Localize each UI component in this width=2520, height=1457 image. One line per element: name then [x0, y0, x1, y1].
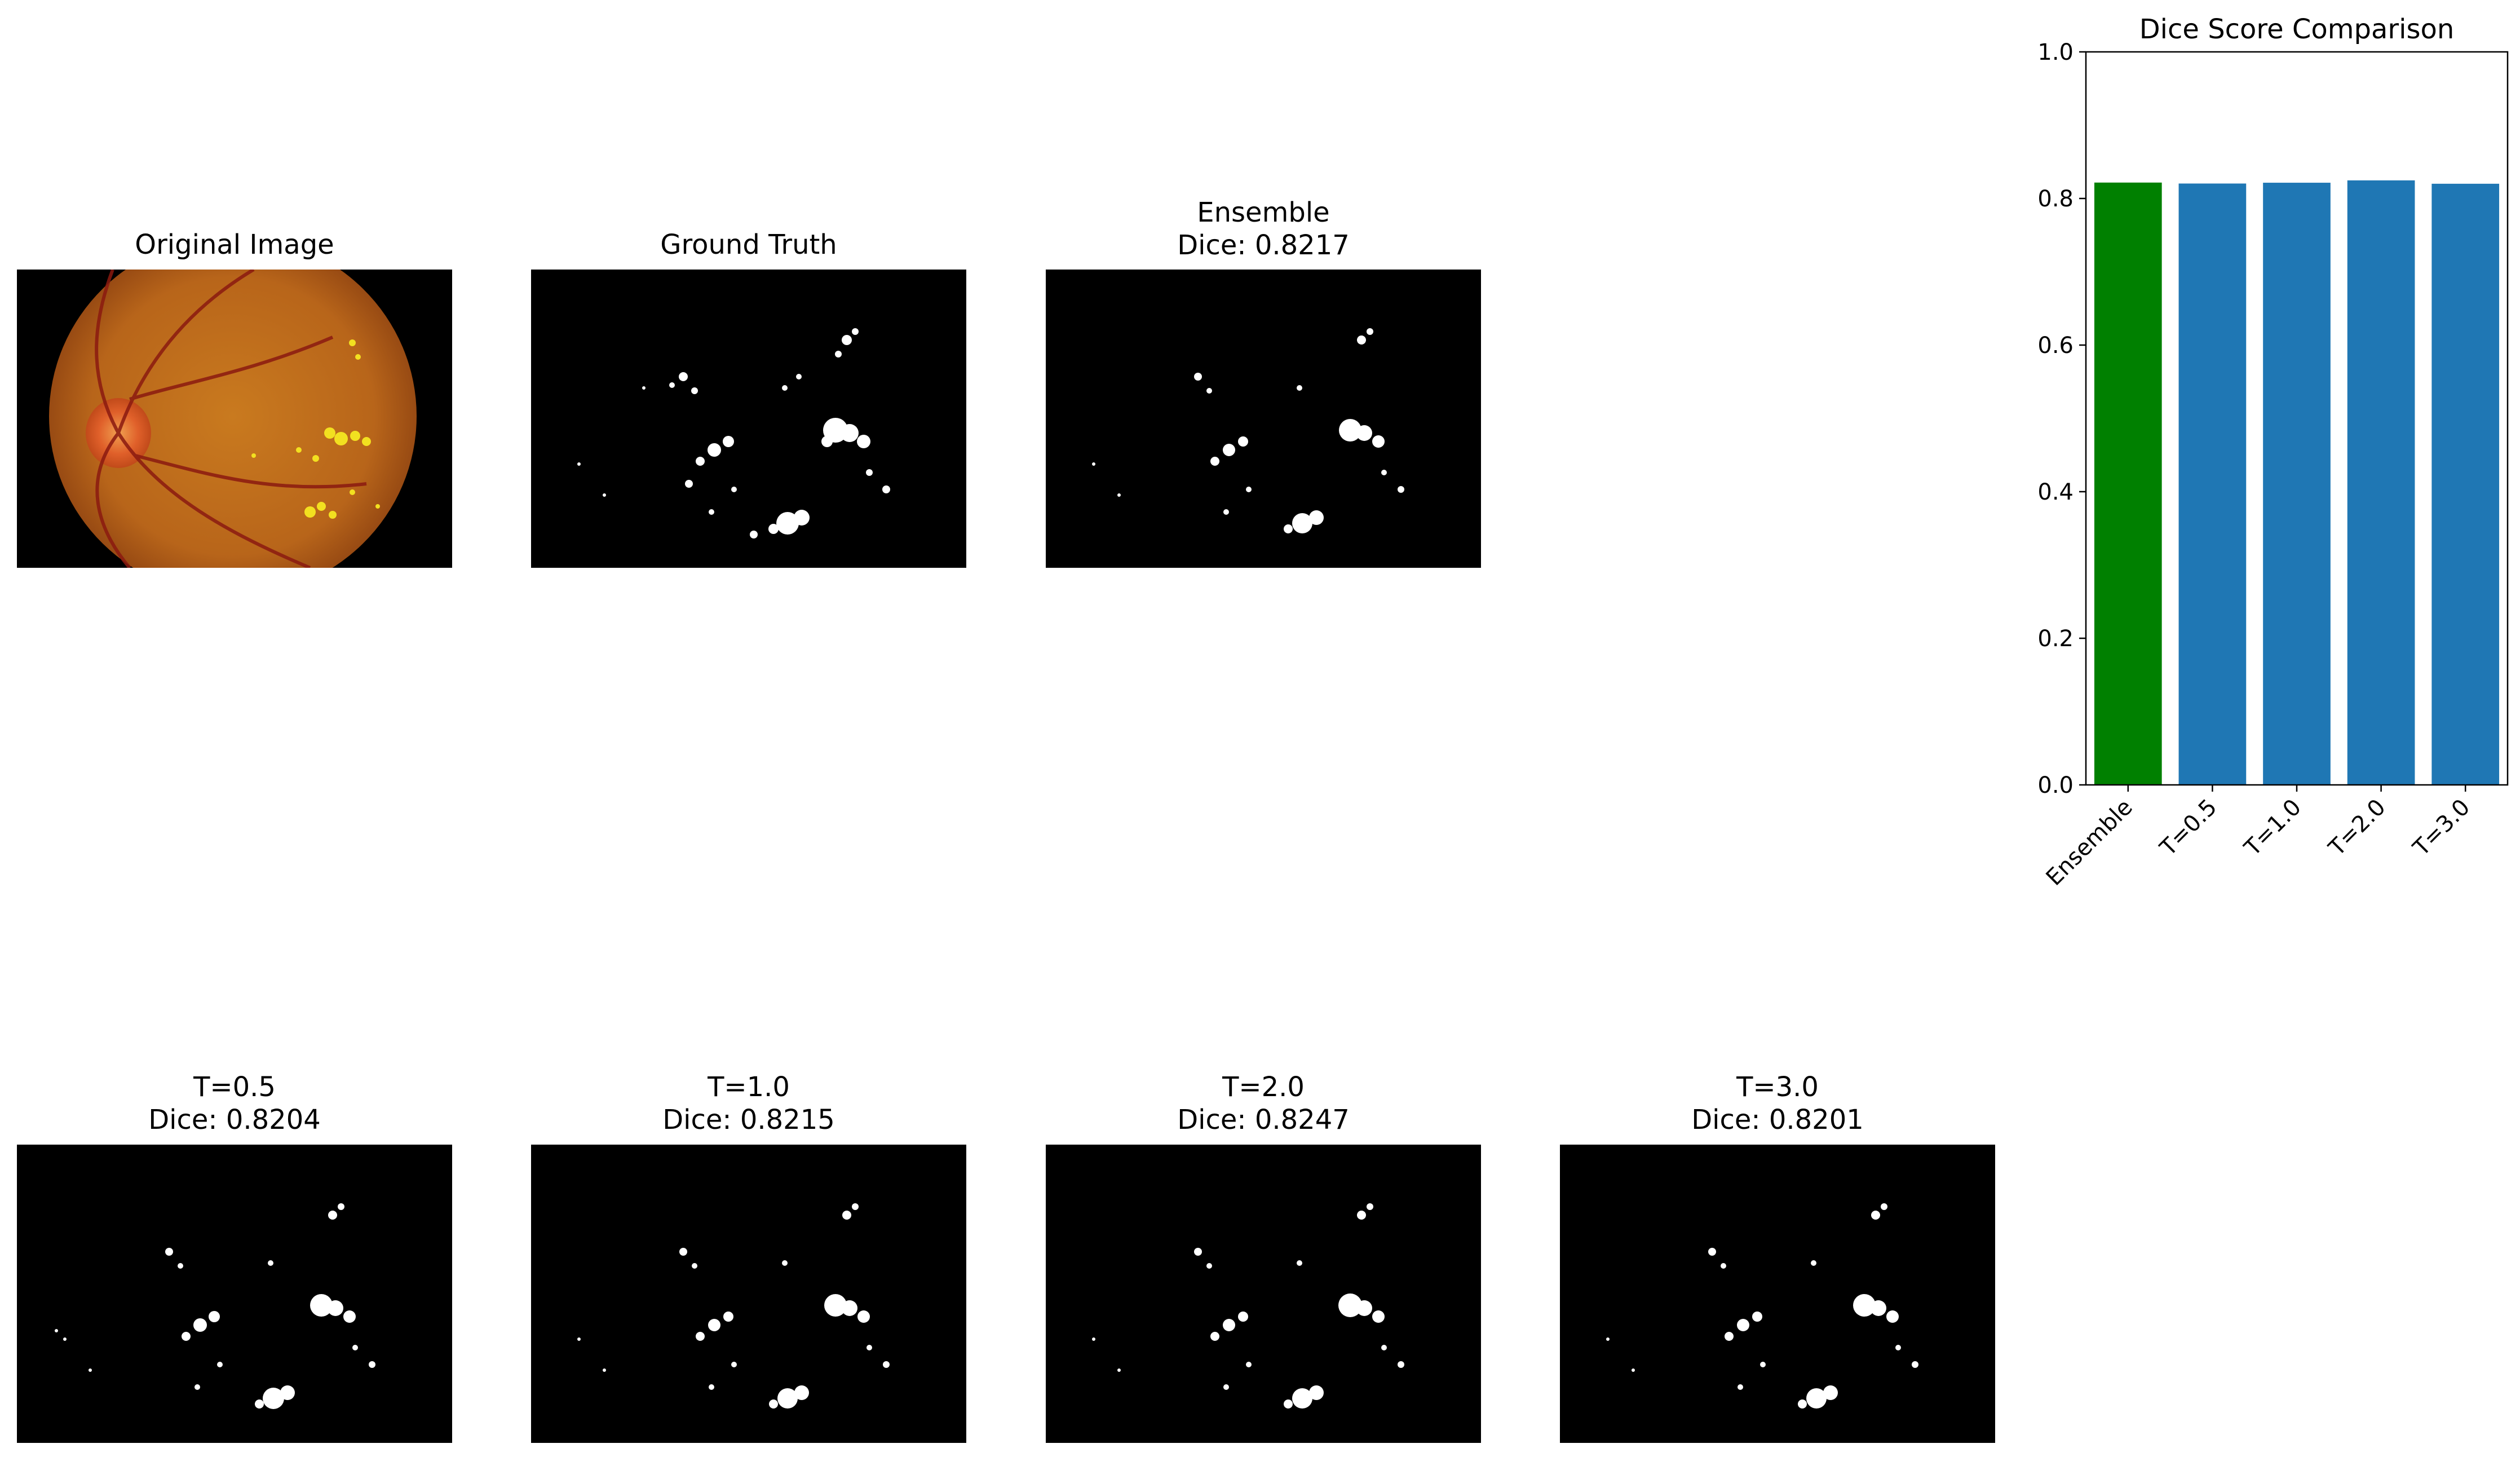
- y-tick-label: 0.0: [2037, 772, 2074, 798]
- t20-mask: [1046, 1145, 1481, 1443]
- y-tick-label: 0.6: [2037, 333, 2074, 359]
- y-tick-label: 0.8: [2037, 186, 2074, 212]
- x-tick-label: T=0.5: [2155, 794, 2222, 862]
- y-tick-label: 1.0: [2037, 39, 2074, 65]
- bar-t-2-0: [2347, 180, 2415, 785]
- bar-t-0-5: [2178, 183, 2247, 785]
- ground-truth-mask: [531, 270, 966, 568]
- x-tick-label: T=1.0: [2239, 794, 2306, 862]
- x-tick-label: T=2.0: [2323, 794, 2390, 862]
- t20-title: T=2.0 Dice: 0.8247: [1177, 1071, 1350, 1136]
- t10-mask: [531, 1145, 966, 1443]
- x-tick-label: T=3.0: [2408, 794, 2475, 862]
- t05-mask: [17, 1145, 452, 1443]
- x-tick-label: Ensemble: [2041, 794, 2138, 891]
- t10-title: T=1.0 Dice: 0.8215: [662, 1071, 835, 1136]
- bar-t-1-0: [2263, 183, 2331, 785]
- t30-title: T=3.0 Dice: 0.8201: [1691, 1071, 1864, 1136]
- t05-title: T=0.5 Dice: 0.8204: [148, 1071, 321, 1136]
- bar-t-3-0: [2431, 183, 2500, 785]
- lesion-mask-t10: [577, 1203, 890, 1409]
- ensemble-mask: [1046, 270, 1481, 568]
- chart-axes-frame: [2085, 51, 2509, 786]
- lesion-mask-t20: [1092, 1203, 1404, 1409]
- lesion-mask-t05: [55, 1203, 375, 1409]
- lesion-mask-gt: [577, 328, 890, 538]
- y-tick-label: 0.4: [2037, 479, 2074, 505]
- lesion-mask-ensemble: [1092, 328, 1404, 533]
- t30-mask: [1560, 1145, 1995, 1443]
- y-tick-label: 0.2: [2037, 626, 2074, 652]
- bar-ensemble: [2094, 182, 2162, 785]
- ensemble-title: Ensemble Dice: 0.8217: [1177, 197, 1350, 261]
- lesion-mask-t30: [1606, 1203, 1918, 1409]
- original-image-title: Original Image: [135, 229, 334, 261]
- chart-title: Dice Score Comparison: [2139, 14, 2455, 45]
- original-fundus-image: [17, 270, 452, 568]
- ground-truth-title: Ground Truth: [660, 229, 837, 261]
